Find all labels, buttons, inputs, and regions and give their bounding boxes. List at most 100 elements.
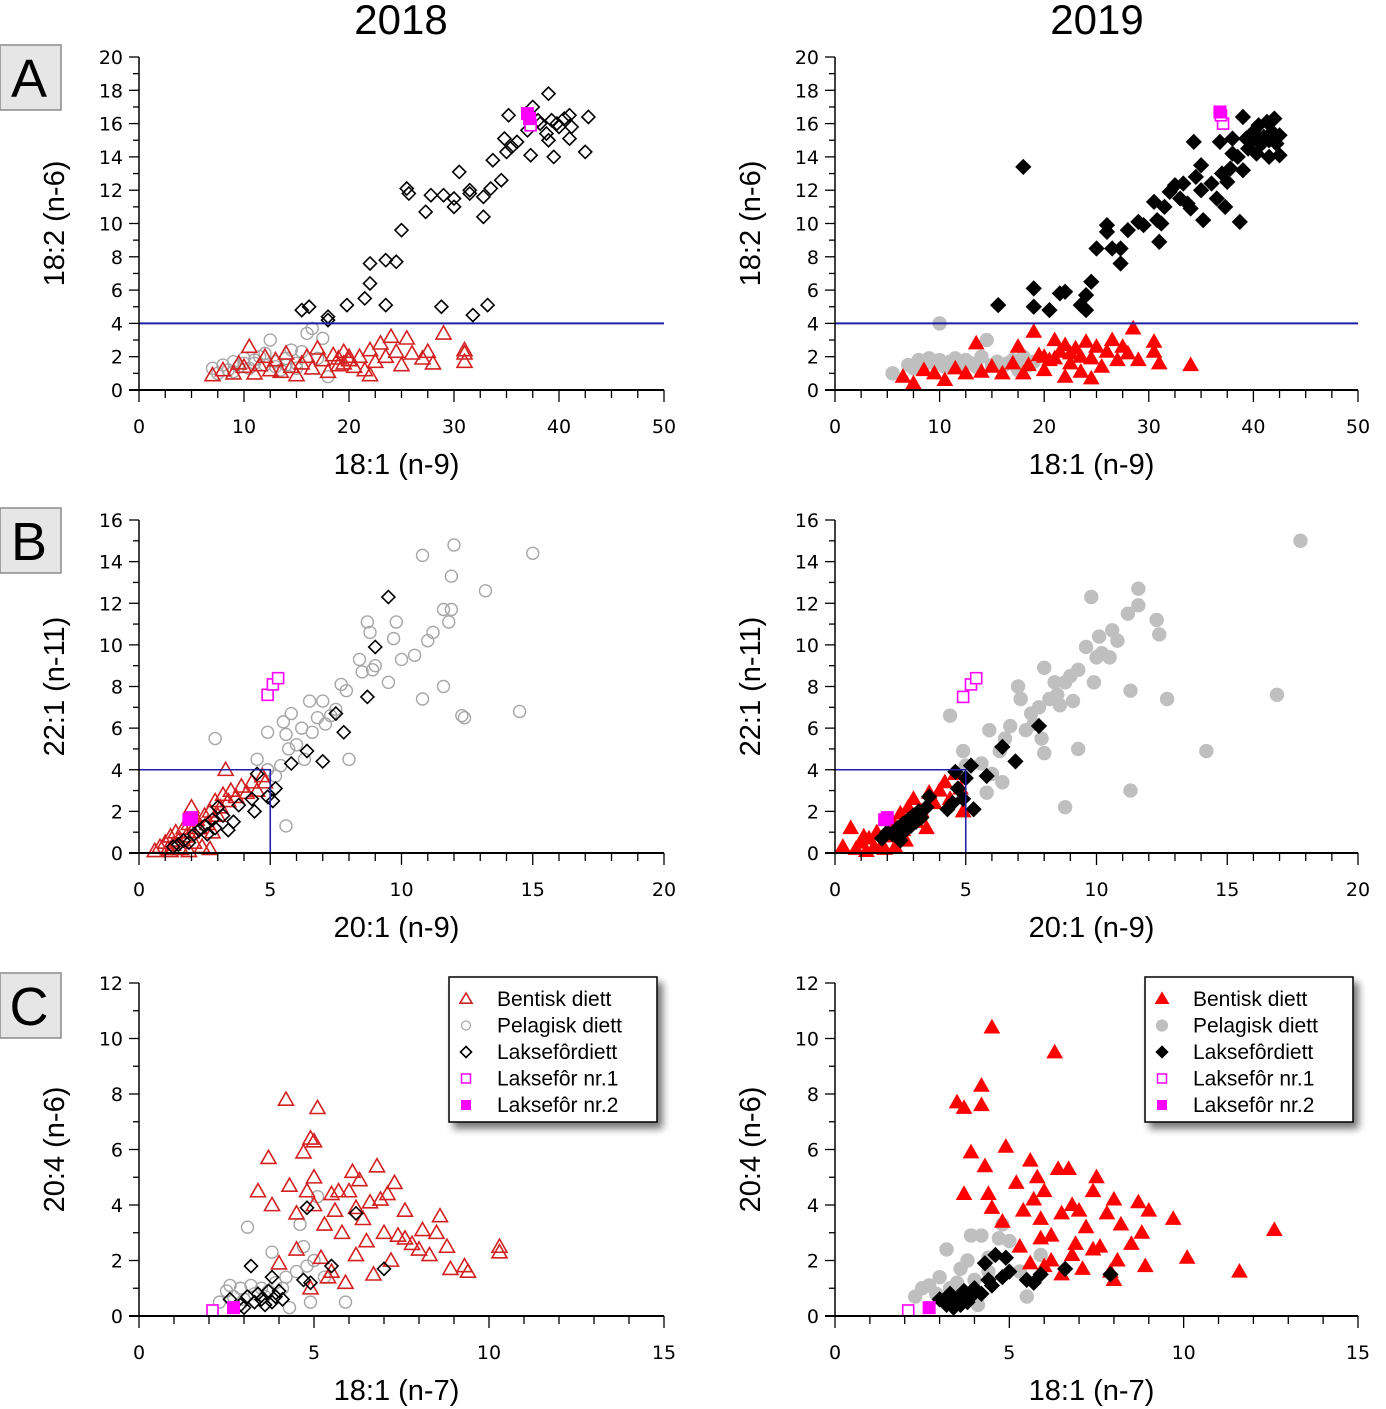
point-bentisk bbox=[216, 760, 235, 777]
x-tick-label: 40 bbox=[1241, 416, 1265, 438]
point-bentisk bbox=[287, 365, 306, 382]
point-bentisk bbox=[308, 1098, 327, 1115]
point-pelagisk bbox=[407, 648, 422, 662]
point-bentisk bbox=[1053, 1204, 1071, 1220]
point-laksefordiett bbox=[367, 639, 383, 655]
point-pelagisk bbox=[302, 694, 317, 708]
point-pelagisk bbox=[274, 758, 288, 773]
point-pelagisk bbox=[1036, 660, 1052, 675]
point-laksefordiett bbox=[1056, 1260, 1074, 1277]
point-laksefordiett bbox=[283, 755, 299, 772]
point-bentisk bbox=[936, 371, 954, 387]
point-bentisk bbox=[894, 368, 912, 383]
point-laksefor2 bbox=[922, 1301, 936, 1315]
point-laksefordiett bbox=[246, 803, 263, 820]
y-tick-label: 2 bbox=[111, 801, 123, 823]
point-bentisk bbox=[1098, 343, 1116, 358]
point-laksefordiett bbox=[1025, 280, 1042, 297]
point-bentisk bbox=[219, 791, 238, 808]
x-tick-label: 30 bbox=[442, 416, 466, 438]
point-bentisk bbox=[948, 1093, 966, 1109]
point-laksefordiett bbox=[1231, 213, 1248, 230]
point-bentisk bbox=[1082, 369, 1100, 385]
point-laksefordiett bbox=[1192, 182, 1210, 199]
series-pelagisk bbox=[942, 533, 1308, 815]
point-bentisk bbox=[347, 1198, 365, 1215]
point-bentisk bbox=[1077, 333, 1095, 348]
point-laksefordiett bbox=[1015, 158, 1032, 176]
y-axis-title: 18:2 (n-6) bbox=[39, 161, 71, 287]
point-bentisk bbox=[1007, 1174, 1025, 1189]
y-tick-label: 4 bbox=[111, 1195, 123, 1217]
series-laksefordiett bbox=[990, 108, 1288, 319]
point-bentisk bbox=[993, 1213, 1011, 1228]
point-bentisk bbox=[1035, 348, 1053, 363]
point-pelagisk bbox=[297, 752, 312, 767]
point-bentisk bbox=[1129, 1193, 1147, 1209]
y-tick-label: 12 bbox=[99, 593, 123, 615]
legend-label: Laksefôrdiett bbox=[497, 1041, 617, 1064]
series-laksefordiett bbox=[873, 717, 1048, 849]
point-bentisk bbox=[955, 1185, 973, 1200]
y-tick-label: 8 bbox=[111, 247, 123, 269]
point-laksefordiett bbox=[446, 199, 462, 215]
point-bentisk bbox=[249, 1182, 267, 1198]
point-laksefordiett bbox=[1224, 130, 1241, 147]
legend-marker-triangle-icon bbox=[458, 991, 474, 1005]
point-laksefordiett bbox=[257, 1297, 273, 1313]
point-pelagisk bbox=[457, 711, 472, 725]
point-pelagisk bbox=[1131, 598, 1146, 613]
point-laksefordiett bbox=[1083, 273, 1100, 290]
point-laksefordiett bbox=[274, 1291, 291, 1307]
point-laksefordiett bbox=[1007, 753, 1024, 770]
point-laksefordiett bbox=[1135, 217, 1152, 234]
point-laksefordiett bbox=[348, 1205, 364, 1221]
point-laksefordiett bbox=[253, 1291, 270, 1307]
y-tick-label: 10 bbox=[99, 214, 123, 236]
point-bentisk bbox=[1046, 349, 1064, 365]
point-pelagisk bbox=[265, 1245, 279, 1259]
point-laksefordiett bbox=[500, 107, 517, 123]
point-laksefordiett bbox=[955, 790, 972, 808]
series-laksefor2 bbox=[227, 1301, 240, 1315]
point-bentisk bbox=[248, 781, 267, 797]
y-axis-title: 20:4 (n-6) bbox=[39, 1087, 71, 1213]
point-laksefordiett bbox=[244, 791, 260, 807]
point-bentisk bbox=[876, 840, 894, 855]
point-laksefordiett bbox=[475, 189, 492, 205]
point-pelagisk bbox=[1149, 612, 1164, 628]
y-tick-label: 6 bbox=[111, 280, 123, 302]
x-tick-label: 0 bbox=[829, 416, 841, 438]
point-laksefordiett bbox=[475, 209, 492, 225]
point-laksefordiett bbox=[401, 185, 417, 202]
point-bentisk bbox=[1084, 1182, 1102, 1198]
point-laksefordiett bbox=[1185, 133, 1202, 151]
series-laksefor2 bbox=[878, 811, 894, 827]
y-tick-label: 6 bbox=[807, 280, 819, 302]
point-bentisk bbox=[303, 359, 322, 375]
x-tick-label: 15 bbox=[652, 1342, 676, 1364]
point-pelagisk bbox=[316, 331, 330, 346]
point-pelagisk bbox=[444, 602, 459, 617]
point-bentisk bbox=[855, 827, 873, 843]
point-bentisk bbox=[259, 1148, 278, 1165]
point-pelagisk bbox=[1269, 687, 1285, 703]
point-bentisk bbox=[1070, 1201, 1088, 1217]
point-laksefordiett bbox=[1025, 298, 1042, 315]
point-laksefordiett bbox=[462, 185, 478, 202]
point-laksefordiett bbox=[1222, 160, 1239, 177]
point-laksefordiett bbox=[451, 164, 467, 180]
point-laksefordiett bbox=[983, 1277, 1001, 1294]
point-bentisk bbox=[382, 1251, 400, 1267]
point-bentisk bbox=[936, 773, 954, 789]
y-tick-label: 12 bbox=[99, 973, 123, 995]
point-pelagisk bbox=[526, 546, 540, 560]
point-pelagisk bbox=[979, 332, 994, 348]
series-laksefor2 bbox=[521, 107, 537, 126]
series-laksefor1 bbox=[206, 1304, 219, 1317]
point-laksefordiett bbox=[231, 797, 247, 813]
point-bentisk bbox=[357, 1231, 376, 1248]
point-bentisk bbox=[1046, 1043, 1064, 1059]
point-laksefordiett bbox=[376, 1261, 392, 1277]
point-bentisk bbox=[1025, 323, 1043, 338]
